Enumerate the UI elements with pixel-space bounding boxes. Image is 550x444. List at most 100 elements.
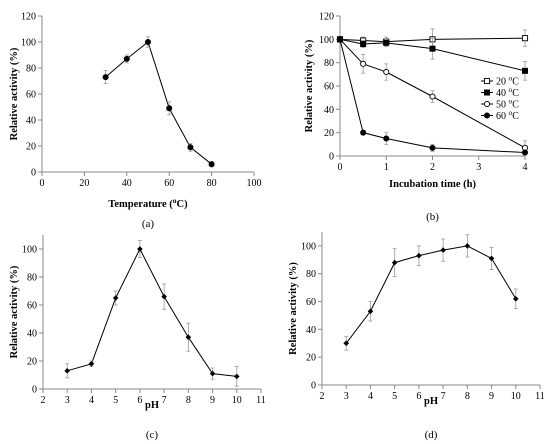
x-tick-label: 4 [368, 391, 373, 402]
data-point [522, 149, 529, 156]
data-point [137, 246, 143, 252]
series-1 [102, 36, 215, 168]
y-tick-label: 100 [21, 38, 36, 49]
legend-item: 60 oC [481, 108, 519, 122]
data-point [336, 36, 343, 43]
x-tick-label: 5 [113, 395, 118, 406]
data-point [429, 93, 436, 100]
x-tick-label: 2 [41, 395, 46, 406]
y-tick-label: 20 [26, 142, 36, 153]
x-tick-label: 60 [164, 178, 174, 189]
data-point [64, 368, 71, 374]
y-tick-label: 60 [306, 297, 316, 308]
series-3 [336, 36, 529, 156]
x-axis-label: Incubation time (h) [389, 179, 476, 190]
data-point [343, 340, 350, 347]
x-tick-label: 9 [210, 395, 215, 406]
y-tick-label: 80 [26, 64, 36, 75]
legend-marker [483, 112, 490, 119]
legend-item: 40 oC [481, 85, 519, 99]
x-axis-label: pH [424, 396, 438, 407]
y-tick-label: 40 [27, 329, 37, 340]
x-tick-label: 5 [392, 391, 397, 402]
x-tick-label: 0 [338, 162, 343, 173]
y-tick-label: 60 [27, 301, 37, 312]
y-tick-label: 40 [26, 116, 36, 127]
panel-label: (c) [146, 429, 159, 441]
y-axis-label: Relative activity (%) [288, 262, 299, 355]
x-tick-label: 2 [430, 162, 435, 173]
series-line [345, 245, 517, 344]
legend-label: 60 oC [496, 108, 519, 122]
data-point [521, 35, 529, 42]
x-tick-label: 11 [535, 391, 545, 402]
y-tick-label: 40 [306, 325, 316, 336]
data-point [102, 74, 109, 81]
y-tick-label: 120 [319, 12, 334, 23]
data-point [429, 144, 436, 151]
panel-a-temperature-activity: 0 20 40 60 80 100 0 20 40 60 80 100 120 Temperature (… [9, 12, 262, 231]
data-point [88, 361, 95, 367]
x-tick-label: 3 [344, 391, 349, 402]
y-tick-label: 40 [324, 105, 334, 116]
y-tick-label: 80 [27, 273, 37, 284]
x-tick-label: 1 [384, 162, 389, 173]
x-tick-label: 7 [441, 391, 446, 402]
y-tick-label: 100 [319, 35, 334, 46]
y-tick-label: 120 [21, 12, 36, 23]
data-point [233, 373, 240, 380]
data-point [416, 252, 422, 259]
data-point [488, 255, 495, 262]
y-axis-label: Relative activity (%) [9, 47, 20, 140]
x-tick-label: 10 [511, 391, 521, 402]
legend-marker [483, 100, 491, 108]
x-tick-label: 0 [40, 178, 45, 189]
y-tick-label: 80 [324, 58, 334, 69]
data-point [187, 144, 194, 151]
data-point [383, 39, 390, 46]
x-tick-label: 3 [65, 395, 70, 406]
x-tick-label: 2 [320, 391, 325, 402]
y-axis-label: Relative activity (%) [304, 39, 315, 132]
x-axis-label: pH [145, 400, 159, 411]
data-point [522, 67, 529, 74]
y-tick-label: 20 [324, 128, 334, 139]
data-point [360, 60, 367, 67]
data-point [166, 105, 173, 112]
legend-item: 50 oC [481, 97, 519, 111]
series-4 [336, 36, 529, 156]
data-point [383, 135, 390, 142]
data-point [391, 259, 398, 266]
series-2 [336, 36, 529, 81]
x-tick-label: 100 [247, 178, 262, 189]
x-tick-label: 3 [476, 162, 481, 173]
series-1 [64, 240, 240, 387]
data-point [208, 161, 215, 168]
series-line [105, 41, 212, 165]
y-tick-label: 20 [27, 357, 37, 368]
series-1 [343, 234, 519, 351]
x-tick-label: 8 [186, 395, 191, 406]
panel-label: (d) [425, 429, 438, 441]
data-point [209, 370, 216, 377]
data-point [123, 55, 130, 62]
x-tick-label: 8 [465, 391, 470, 402]
legend-label: 20 oC [496, 74, 519, 88]
legend-marker [483, 77, 491, 85]
x-tick-label: 7 [162, 395, 167, 406]
x-tick-label: 9 [489, 391, 494, 402]
y-tick-label: 0 [329, 152, 334, 163]
y-tick-label: 0 [32, 385, 37, 396]
y-tick-label: 100 [301, 241, 316, 252]
panel-d-ph-stability: 2 3 4 5 6 7 8 9 10 11 0 20 40 60 80 100 pH Relative activ… [288, 232, 545, 441]
y-tick-label: 0 [311, 381, 316, 392]
y-tick-label: 60 [324, 82, 334, 93]
legend-label: 50 oC [496, 97, 519, 111]
x-tick-label: 6 [137, 395, 142, 406]
data-point [360, 129, 367, 136]
data-point [144, 39, 151, 46]
y-tick-label: 0 [31, 168, 36, 179]
data-point [161, 293, 167, 300]
